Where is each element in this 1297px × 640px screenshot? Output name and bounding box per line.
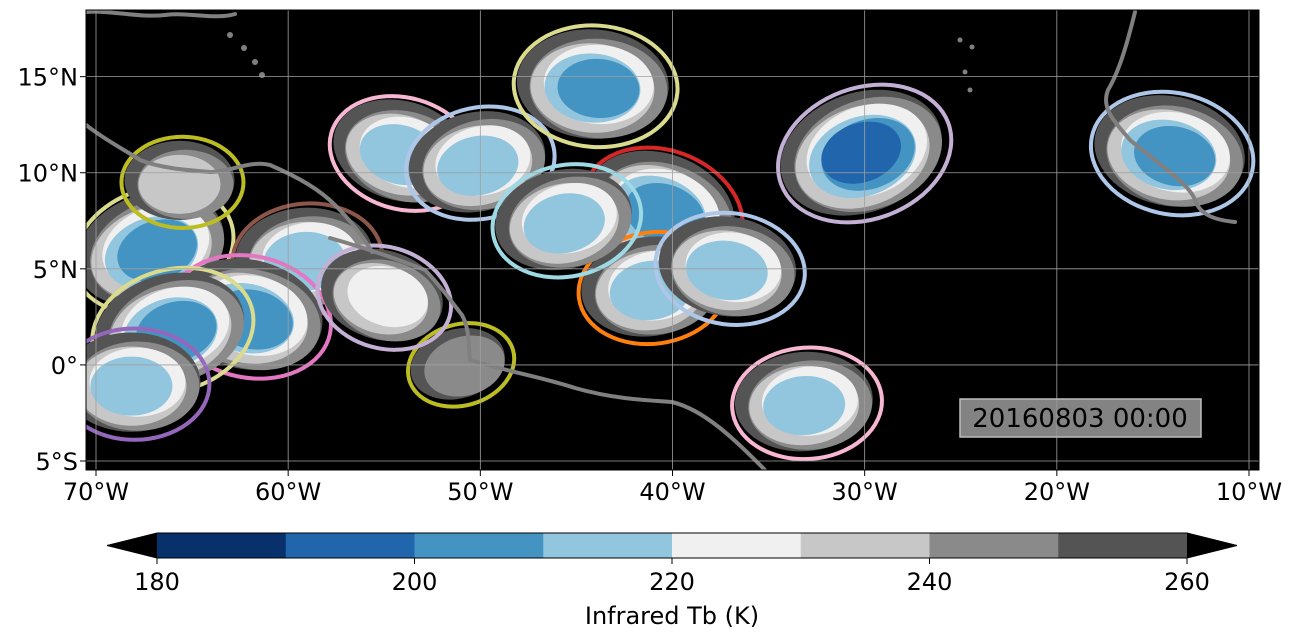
coastline-guianas bbox=[328, 236, 472, 362]
cloud-system bbox=[406, 321, 517, 409]
cloud-outline bbox=[490, 162, 644, 280]
colorbar-tick-label: 220 bbox=[649, 568, 695, 596]
y-tick-label: 5°S bbox=[35, 448, 78, 476]
cloud-contour-fill bbox=[686, 240, 768, 301]
island bbox=[962, 69, 968, 75]
cloud-outline bbox=[730, 345, 884, 462]
cloud-system bbox=[315, 243, 454, 352]
x-tick-label: 70°W bbox=[63, 478, 129, 506]
y-axis-ticks: 15°N 10°N 5°N 0° 5°S bbox=[18, 64, 86, 476]
y-tick-label: 5°N bbox=[33, 256, 78, 284]
x-tick-label: 10°W bbox=[1216, 478, 1282, 506]
colorbar-bins bbox=[157, 533, 1188, 558]
cloud-contour-fill bbox=[523, 193, 605, 254]
colorbar-bin bbox=[672, 533, 802, 558]
timestamp-label: 20160803 00:00 bbox=[972, 404, 1188, 434]
colorbar-bin bbox=[414, 533, 544, 558]
cloud-outline bbox=[1088, 89, 1256, 218]
gridlines bbox=[86, 10, 1259, 470]
timestamp-box: 20160803 00:00 bbox=[959, 398, 1202, 438]
colorbar-tick-label: 240 bbox=[907, 568, 953, 596]
cloud-contour-fill bbox=[424, 335, 505, 397]
cloud-contour-fill bbox=[821, 121, 901, 184]
cloud-system bbox=[119, 134, 246, 230]
x-tick-label: 30°W bbox=[832, 478, 898, 506]
colorbar-tick-label: 200 bbox=[392, 568, 438, 596]
cloud-outline bbox=[776, 82, 954, 225]
cloud-system bbox=[653, 210, 807, 327]
island bbox=[969, 44, 975, 50]
cloud-system bbox=[86, 326, 212, 442]
island bbox=[259, 72, 265, 78]
coastline-brazil-north bbox=[468, 358, 767, 470]
x-tick-label: 20°W bbox=[1024, 478, 1090, 506]
cloud-outline bbox=[86, 326, 212, 442]
cloud-system bbox=[490, 162, 644, 280]
cloud-outline bbox=[511, 23, 680, 150]
colorbar-ticks: 180 200 220 240 260 bbox=[134, 558, 1210, 596]
timestamp-background bbox=[959, 398, 1202, 438]
cloud-system bbox=[776, 82, 954, 225]
island bbox=[957, 37, 963, 43]
cloud-contour-fill bbox=[90, 356, 173, 416]
cloud-contour-fill bbox=[557, 58, 640, 119]
colorbar-tick-label: 260 bbox=[1164, 568, 1210, 596]
colorbar-bin bbox=[800, 533, 930, 558]
cloud-contour-fill bbox=[347, 266, 428, 328]
cloud-outline bbox=[406, 321, 517, 409]
x-axis-ticks: 70°W 60°W 50°W 40°W 30°W 20°W 10°W bbox=[63, 470, 1282, 506]
cloud-contour-fill bbox=[763, 375, 846, 436]
colorbar-extend-high bbox=[1187, 533, 1237, 558]
colorbar-bin bbox=[543, 533, 673, 558]
x-tick-label: 50°W bbox=[447, 478, 513, 506]
map-panel: 70°W 60°W 50°W 40°W 30°W 20°W 10°W 15°N 10°N 5°N… bbox=[18, 9, 1282, 506]
coastline-caribbean bbox=[86, 123, 374, 254]
cloud-fields bbox=[86, 23, 1256, 462]
x-tick-label: 40°W bbox=[639, 478, 705, 506]
colorbar-extend-low bbox=[107, 533, 157, 558]
island bbox=[227, 32, 233, 38]
colorbar-label: Infrared Tb (K) bbox=[585, 602, 759, 630]
island bbox=[241, 45, 247, 51]
cloud-contour-fill bbox=[437, 135, 519, 196]
cloud-outline bbox=[315, 243, 454, 352]
island bbox=[967, 87, 973, 93]
y-tick-label: 0° bbox=[51, 352, 78, 380]
colorbar-tick-label: 180 bbox=[134, 568, 180, 596]
colorbar-bin bbox=[929, 533, 1059, 558]
colorbar: 180 200 220 240 260 Infrared Tb (K) bbox=[106, 532, 1238, 630]
cloud-contour-fill bbox=[1134, 125, 1216, 187]
colorbar-bin bbox=[1058, 533, 1188, 558]
y-tick-label: 10°N bbox=[18, 160, 79, 188]
cloud-outline bbox=[119, 134, 246, 230]
colorbar-bin bbox=[285, 533, 415, 558]
cloud-system bbox=[730, 345, 884, 462]
island bbox=[252, 59, 258, 65]
coastline-africa-west bbox=[1104, 10, 1237, 224]
colorbar-bin bbox=[157, 533, 287, 558]
x-tick-label: 60°W bbox=[255, 478, 321, 506]
cloud-outline bbox=[653, 210, 807, 327]
coastlines bbox=[86, 10, 1237, 470]
coastline-islands-north bbox=[86, 10, 237, 19]
cloud-system bbox=[511, 23, 680, 150]
y-tick-label: 15°N bbox=[18, 64, 79, 92]
